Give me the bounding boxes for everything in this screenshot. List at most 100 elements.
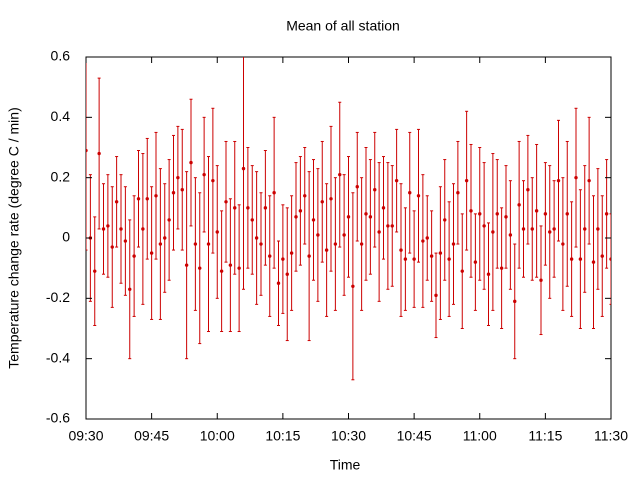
data-point [587,178,591,183]
data-point [596,227,600,231]
data-point [364,212,368,216]
plot-area [86,57,611,381]
data-point [250,218,254,222]
x-axis-label: Time [330,457,361,473]
data-point [539,278,543,282]
data-point [215,230,219,234]
y-tick-label: -0.2 [46,289,70,305]
data-point [180,188,184,192]
data-point [276,281,281,285]
data-point [136,197,141,201]
data-point [189,160,193,165]
x-tick-label: 10:00 [200,428,235,444]
data-point [543,212,548,216]
data-point [237,266,241,270]
data-point [556,178,561,183]
data-point [600,254,604,258]
data-point [294,215,298,219]
x-tick-label: 10:15 [265,428,300,444]
data-point [123,239,128,243]
data-point [241,166,246,171]
data-point [421,239,425,243]
data-point [324,248,329,252]
data-point [359,242,364,246]
data-point [591,260,596,264]
data-point [526,188,530,192]
data-point [486,272,491,276]
data-point [377,230,381,234]
data-point [158,242,163,246]
y-tick-label: 0.2 [51,168,71,184]
data-point [285,272,289,276]
data-point [128,287,132,291]
data-point [517,203,521,207]
data-point [434,293,438,298]
data-point [460,269,464,273]
data-point [224,200,228,204]
data-point [381,206,386,210]
data-point [97,151,101,156]
data-point [504,215,508,219]
data-point [346,215,351,219]
data-point [569,257,574,261]
data-point [473,260,478,264]
data-point [403,257,408,261]
data-point [399,248,403,252]
data-point [425,236,429,240]
x-tick-label: 11:00 [463,428,497,444]
data-point [499,266,504,270]
error-bar [609,213,611,305]
data-point [508,233,513,237]
data-point [351,284,355,288]
y-tick-label: -0.6 [46,410,70,426]
x-tick-label: 09:45 [134,428,169,444]
data-point [289,251,294,255]
data-point [482,224,486,228]
y-axis-label: Temperature change rate (degree C / min) [6,107,22,368]
data-point [469,209,473,213]
data-point [583,227,587,231]
data-point [521,227,526,231]
data-point [491,230,495,234]
data-point [110,245,114,249]
data-point [438,251,443,255]
data-point [609,257,611,261]
data-point [307,254,311,258]
data-point [565,212,569,216]
data-point [193,242,198,246]
data-point [338,172,342,177]
data-point [447,257,451,261]
data-point [93,269,97,273]
data-point [311,218,316,222]
data-point [303,194,307,198]
data-point [132,254,136,258]
data-point [320,200,324,204]
data-point [574,175,578,180]
data-point [552,227,556,231]
data-point [530,227,534,231]
data-point [272,191,276,195]
x-tick-label: 09:30 [68,428,103,444]
data-point [184,263,189,267]
data-point [114,200,119,204]
data-point [495,212,499,216]
data-point [548,230,552,234]
data-point [355,185,359,189]
x-tick-label: 10:45 [397,428,432,444]
data-point [171,191,176,195]
chart-title: Mean of all station [286,18,400,34]
data-point [254,236,259,240]
data-point [394,178,399,183]
data-point [198,266,202,270]
data-point [167,218,171,222]
x-tick-label: 11:30 [594,428,628,444]
x-tick-label: 11:15 [528,428,562,444]
data-point [373,188,377,192]
data-point [329,197,333,201]
y-tick-label: -0.4 [46,349,70,365]
data-point [202,172,206,177]
data-point [233,206,237,210]
data-point [534,209,539,213]
